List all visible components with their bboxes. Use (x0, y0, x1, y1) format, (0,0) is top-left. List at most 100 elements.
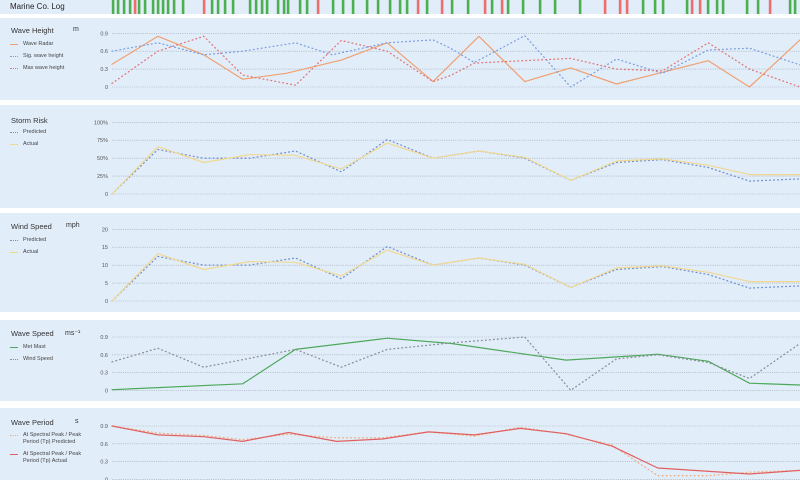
panel-unit: s (75, 418, 79, 425)
log-event-ok (111, 0, 115, 14)
legend-item[interactable]: Wave Radar (10, 41, 64, 48)
y-tick-label: 25% (97, 174, 108, 180)
y-tick-label: 0 (105, 85, 108, 91)
y-tick-label: 0.9 (100, 335, 108, 341)
y-tick-label: 100% (94, 120, 108, 126)
legend-item[interactable]: Actual (10, 249, 46, 256)
log-event-ok (538, 0, 542, 14)
wave-height-panel: Wave Height m Wave Radar Sig. wave height… (0, 18, 800, 100)
log-event-alert (440, 0, 444, 14)
log-event-ok (793, 0, 797, 14)
log-event-ok (161, 0, 165, 14)
legend-swatch (10, 44, 18, 45)
legend-item[interactable]: Predicted (10, 129, 46, 136)
log-event-ok (298, 0, 302, 14)
legend-swatch (10, 144, 18, 145)
legend-label: Sig. wave height (23, 53, 64, 59)
y-tick-label: 0.6 (100, 442, 108, 448)
log-event-ok (122, 0, 126, 14)
log-event-ok (216, 0, 220, 14)
y-tick-label: 50% (97, 156, 108, 162)
log-event-ok (265, 0, 269, 14)
log-event-ok (653, 0, 657, 14)
legend-label: Predicted (23, 129, 47, 135)
log-event-ok (341, 0, 345, 14)
log-event-alert (625, 0, 629, 14)
y-tick-label: 10 (102, 263, 108, 269)
log-event-alert (133, 0, 137, 14)
y-tick-label: 0.6 (100, 353, 108, 359)
legend-item[interactable]: Sig. wave height (10, 53, 64, 60)
legend-swatch (10, 132, 18, 133)
series-line (111, 425, 800, 475)
log-event-alert (768, 0, 772, 14)
legend-item[interactable]: Met Mast (10, 344, 53, 351)
y-tick-label: 0 (105, 477, 108, 480)
y-tick-label: 5 (105, 281, 108, 287)
legend-swatch (10, 359, 18, 360)
y-tick-label: 0 (105, 388, 108, 394)
legend-label: Predicted (23, 237, 47, 243)
y-tick-label: 0.3 (100, 460, 108, 466)
log-event-ok (756, 0, 760, 14)
series-line (111, 336, 800, 391)
y-tick-label: 0.6 (100, 49, 108, 55)
legend-label: At Spectral Peak / Peak Period (Tp) Pred… (23, 432, 82, 445)
log-event-ok (248, 0, 252, 14)
log-event-ok (685, 0, 689, 14)
legend-item[interactable]: Wind Speed (10, 356, 53, 363)
y-tick-label: 20 (102, 227, 108, 233)
marine-log-label: Marine Co. Log (10, 2, 65, 11)
legend-label: Met Mast (23, 344, 46, 350)
y-tick-label: 15 (102, 245, 108, 251)
legend-swatch (10, 240, 18, 241)
legend: Wave Radar Sig. wave height Max wave heigh… (10, 41, 64, 77)
log-event-ok (661, 0, 665, 14)
log-event-ok (745, 0, 749, 14)
y-tick-label: 0.3 (100, 67, 108, 73)
legend-item[interactable]: Actual (10, 141, 46, 148)
log-event-ok (286, 0, 290, 14)
log-event-ok (331, 0, 335, 14)
log-event-ok (388, 0, 392, 14)
y-tick-label: 0 (105, 299, 108, 305)
log-event-ok (715, 0, 719, 14)
log-event-ok (156, 0, 160, 14)
log-event-alert (618, 0, 622, 14)
legend-label: Actual (23, 249, 39, 255)
panel-title: Wave Height (11, 26, 54, 35)
log-event-ok (641, 0, 645, 14)
legend-label: Actual (23, 141, 39, 147)
series-line (111, 35, 800, 88)
log-event-ok (376, 0, 380, 14)
panel-title: Storm Risk (11, 116, 48, 125)
wave-speed-panel: Wave Speed ms⁻¹ Met Mast Wind Speed (0, 320, 800, 401)
legend: Met Mast Wind Speed (10, 344, 53, 368)
legend-swatch (10, 435, 18, 436)
legend: Predicted Actual (10, 237, 46, 261)
legend-item[interactable]: Predicted (10, 237, 46, 244)
log-event-ok (365, 0, 369, 14)
legend-item[interactable]: At Spectral Peak / Peak Period (Tp) Pred… (10, 432, 83, 446)
log-event-ok (405, 0, 409, 14)
log-event-ok (128, 0, 132, 14)
log-event-ok (425, 0, 429, 14)
log-event-ok (490, 0, 494, 14)
log-event-ok (788, 0, 792, 14)
series-line (111, 35, 800, 88)
series-line (111, 337, 800, 391)
log-event-ok (260, 0, 264, 14)
y-tick-label: 0.9 (100, 31, 108, 37)
legend: At Spectral Peak / Peak Period (Tp) Pred… (10, 432, 83, 470)
legend-swatch (10, 347, 18, 348)
legend-item[interactable]: At Spectral Peak / Peak Period (Tp) Actu… (10, 451, 83, 465)
panel-unit: mph (66, 222, 80, 229)
log-event-ok (172, 0, 176, 14)
panel-title: Wave Speed (11, 329, 54, 338)
panel-unit: m (73, 26, 79, 33)
panel-title: Wind Speed (11, 222, 52, 231)
legend-item[interactable]: Max wave height (10, 65, 64, 72)
log-event-alert (500, 0, 504, 14)
log-event-ok (398, 0, 402, 14)
